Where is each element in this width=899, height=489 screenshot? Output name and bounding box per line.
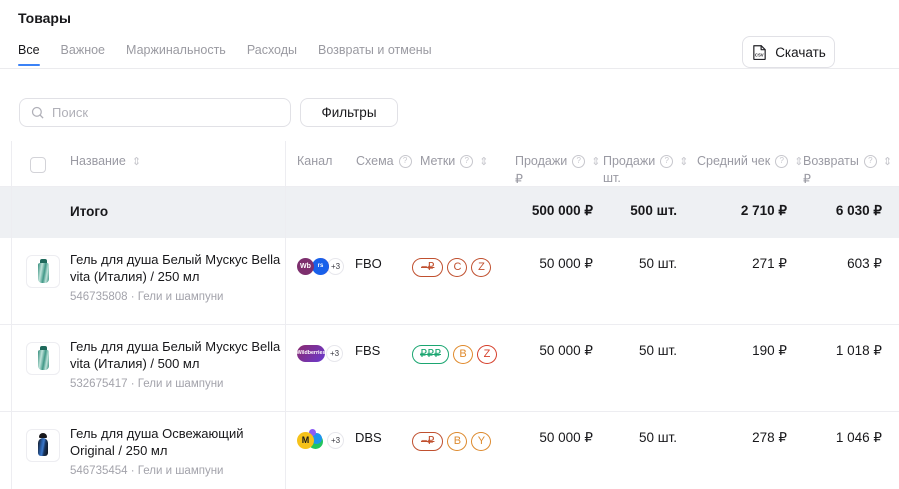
svg-text:CSV: CSV [755,52,764,57]
